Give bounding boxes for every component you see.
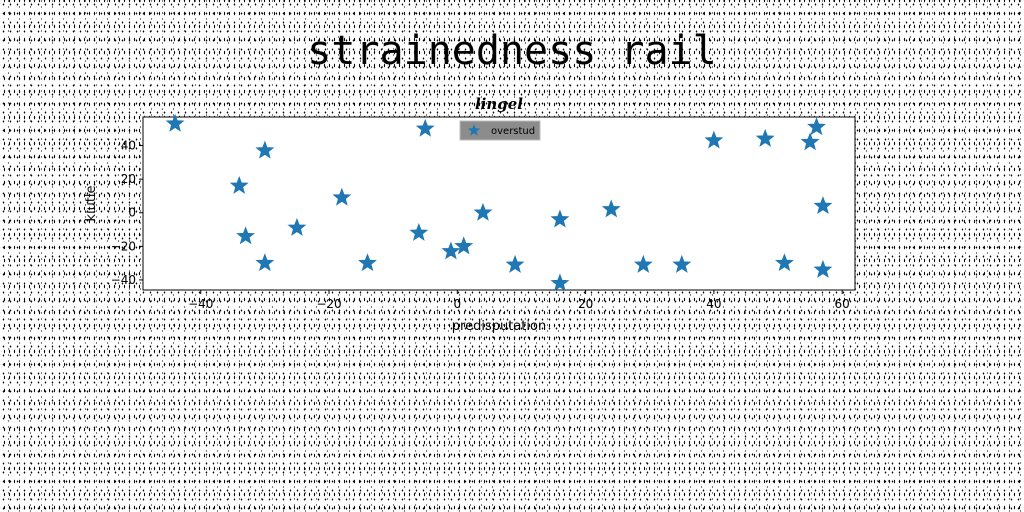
data-point-star bbox=[672, 254, 692, 273]
data-point-star bbox=[800, 132, 820, 151]
data-point-star bbox=[454, 236, 474, 255]
data-point-star bbox=[633, 254, 653, 273]
y-tick-label: −40 bbox=[111, 273, 136, 287]
data-point-star bbox=[415, 118, 435, 137]
x-tick-label: −40 bbox=[188, 297, 213, 311]
data-point-star bbox=[441, 241, 461, 260]
data-point-star bbox=[813, 196, 833, 215]
legend-marker-star-icon bbox=[467, 124, 481, 136]
legend: overstud bbox=[459, 120, 541, 141]
x-tick-label: 40 bbox=[706, 297, 721, 311]
x-axis-label: predisputation bbox=[452, 319, 546, 334]
data-point-star bbox=[358, 253, 377, 272]
data-point-star bbox=[473, 202, 493, 221]
chart-title: lingel bbox=[475, 95, 523, 113]
x-tick-label: 0 bbox=[453, 297, 461, 311]
data-point-star bbox=[255, 140, 275, 159]
data-point-star bbox=[775, 253, 794, 272]
data-point-star bbox=[704, 130, 724, 149]
data-point-star bbox=[409, 222, 429, 241]
data-point-star bbox=[550, 209, 570, 228]
data-point-star bbox=[165, 113, 185, 132]
y-tick-label: 40 bbox=[121, 139, 136, 153]
y-tick-label: 20 bbox=[121, 172, 136, 186]
data-point-star bbox=[287, 217, 307, 236]
data-point-star bbox=[755, 128, 775, 147]
data-point-star bbox=[236, 226, 256, 245]
data-points bbox=[165, 113, 833, 292]
data-point-star bbox=[601, 199, 621, 218]
legend-entry-label: overstud bbox=[491, 126, 535, 137]
x-tick-label: −20 bbox=[316, 297, 341, 311]
data-point-star bbox=[550, 273, 570, 292]
legend-box bbox=[459, 120, 541, 141]
plot-area bbox=[142, 116, 856, 291]
figure-title: strainedness rail bbox=[307, 28, 717, 74]
data-point-star bbox=[332, 187, 352, 206]
x-tick-label: 60 bbox=[835, 297, 850, 311]
x-tick-label: 20 bbox=[578, 297, 593, 311]
data-point-star bbox=[229, 175, 249, 194]
y-tick-label: 0 bbox=[128, 206, 136, 220]
data-point-star bbox=[807, 117, 826, 136]
y-axis-label: kiutle bbox=[84, 185, 99, 221]
data-point-star bbox=[813, 259, 833, 278]
y-tick-label: −20 bbox=[111, 239, 136, 253]
y-axis: −40 −20 0 20 40 bbox=[111, 139, 143, 287]
x-axis: −40 −20 0 20 40 60 bbox=[188, 290, 850, 311]
data-point-star bbox=[505, 254, 525, 273]
data-point-star bbox=[255, 253, 275, 272]
